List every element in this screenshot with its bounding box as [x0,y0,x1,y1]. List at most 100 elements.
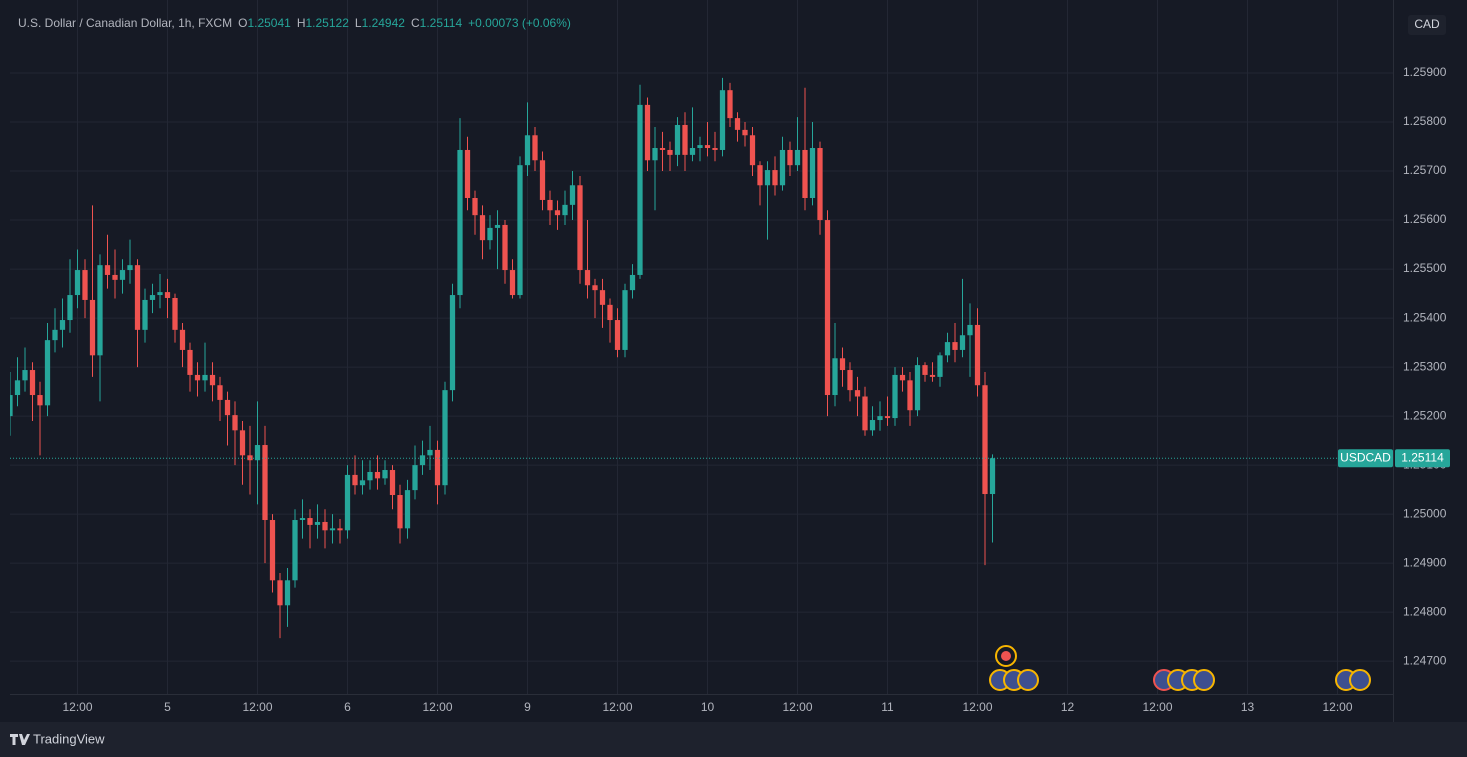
candle-body [569,185,576,205]
y-tick-label: 1.25400 [1403,310,1447,324]
candle-body [97,265,103,356]
candle-body [374,471,381,479]
candle-body [854,390,861,397]
candle-body [487,227,493,241]
candle-body [712,148,718,150]
candle-body [457,149,463,296]
candle-body [892,374,898,419]
ohlc-value: 1.24942 [362,16,406,30]
candle-body [749,135,756,166]
candle-body [194,374,201,381]
y-tick-label: 1.25700 [1403,163,1447,177]
candle-body [779,149,786,186]
candle-body [824,220,831,396]
candle-body [217,385,223,400]
candle-body [29,370,36,396]
candle-body [592,285,598,291]
candle-body [637,104,643,275]
x-tick-label: 12:00 [1142,700,1172,714]
candle-body [772,170,778,186]
candle-body [44,340,51,406]
y-tick-label: 1.25900 [1403,65,1447,79]
event-icon[interactable] [1193,669,1215,691]
candle-body [239,430,246,456]
candle-body [412,465,418,491]
footer-bar [0,722,1467,757]
event-icon[interactable] [1017,669,1039,691]
candle-body [209,374,216,386]
event-icons [989,645,1371,691]
currency-label[interactable]: CAD [1414,17,1440,31]
candle-body [502,224,508,271]
price-label: 1.25114 [1401,450,1444,464]
candle-body [599,290,606,305]
candle-body [809,148,816,199]
y-tick-label: 1.25600 [1403,212,1447,226]
currency-button[interactable] [1408,15,1446,35]
x-tick-label: 5 [164,700,171,714]
legend-header: U.S. Dollar / Canadian Dollar, 1h, FXCM O… [18,16,571,30]
x-tick-label: 9 [524,700,531,714]
candle-body [74,270,81,296]
brand: TradingView [10,731,105,746]
candle-body [982,385,988,495]
candle-body [172,297,178,330]
candle-body [629,274,636,291]
candle-body [127,265,133,271]
candle-body [262,445,268,521]
candle-body [554,210,561,216]
event-icon[interactable] [1349,669,1371,691]
candle-body [434,449,441,486]
candle-body [284,580,291,606]
candle-body [464,149,471,199]
candle-body [787,149,793,166]
candle-body [644,104,651,161]
candle-body [269,520,276,581]
change-value: +0.00073 (+0.06%) [468,16,571,30]
candle-body [112,274,118,280]
ohlc-key: L [355,16,362,30]
candle-body [367,471,373,481]
ohlc-value: 1.25041 [247,16,291,30]
chart-title: U.S. Dollar / Canadian Dollar, 1h, FXCM [18,16,232,30]
y-tick-label: 1.24900 [1403,555,1447,569]
candle-body [539,160,546,200]
candle-body [494,224,501,228]
candle-body [622,290,628,350]
x-tick-label: 13 [1241,700,1255,714]
candle-body [802,149,808,199]
candle-body [10,395,13,417]
candle-body [187,349,193,375]
candle-body [104,265,111,275]
candle-body [922,365,928,375]
candle-body [742,129,748,136]
candle-body [667,149,673,155]
candle-body [67,295,73,321]
candle-body [547,199,553,211]
candle-body [697,145,703,149]
candle-body [359,480,366,486]
candle-body [134,265,141,330]
candle-body [329,528,336,531]
candle-body [652,148,658,161]
x-tick-label: 12:00 [62,700,92,714]
candle-body [517,165,523,296]
candle-body [959,335,966,350]
candle-body [449,295,456,391]
candle-body [59,320,66,330]
y-tick-label: 1.24700 [1403,653,1447,667]
candle-body [14,380,21,396]
candle-body [524,135,531,166]
candle-body [202,374,208,381]
candle-body [862,396,868,431]
candle-body [224,399,231,416]
candle-body [277,580,283,606]
candle-body [22,370,28,381]
candle-body [119,270,126,280]
x-tick-label: 12:00 [422,700,452,714]
candle-body [314,521,321,525]
y-tick-label: 1.25000 [1403,506,1447,520]
candle-body [614,320,621,350]
x-tick-label: 10 [701,700,715,714]
